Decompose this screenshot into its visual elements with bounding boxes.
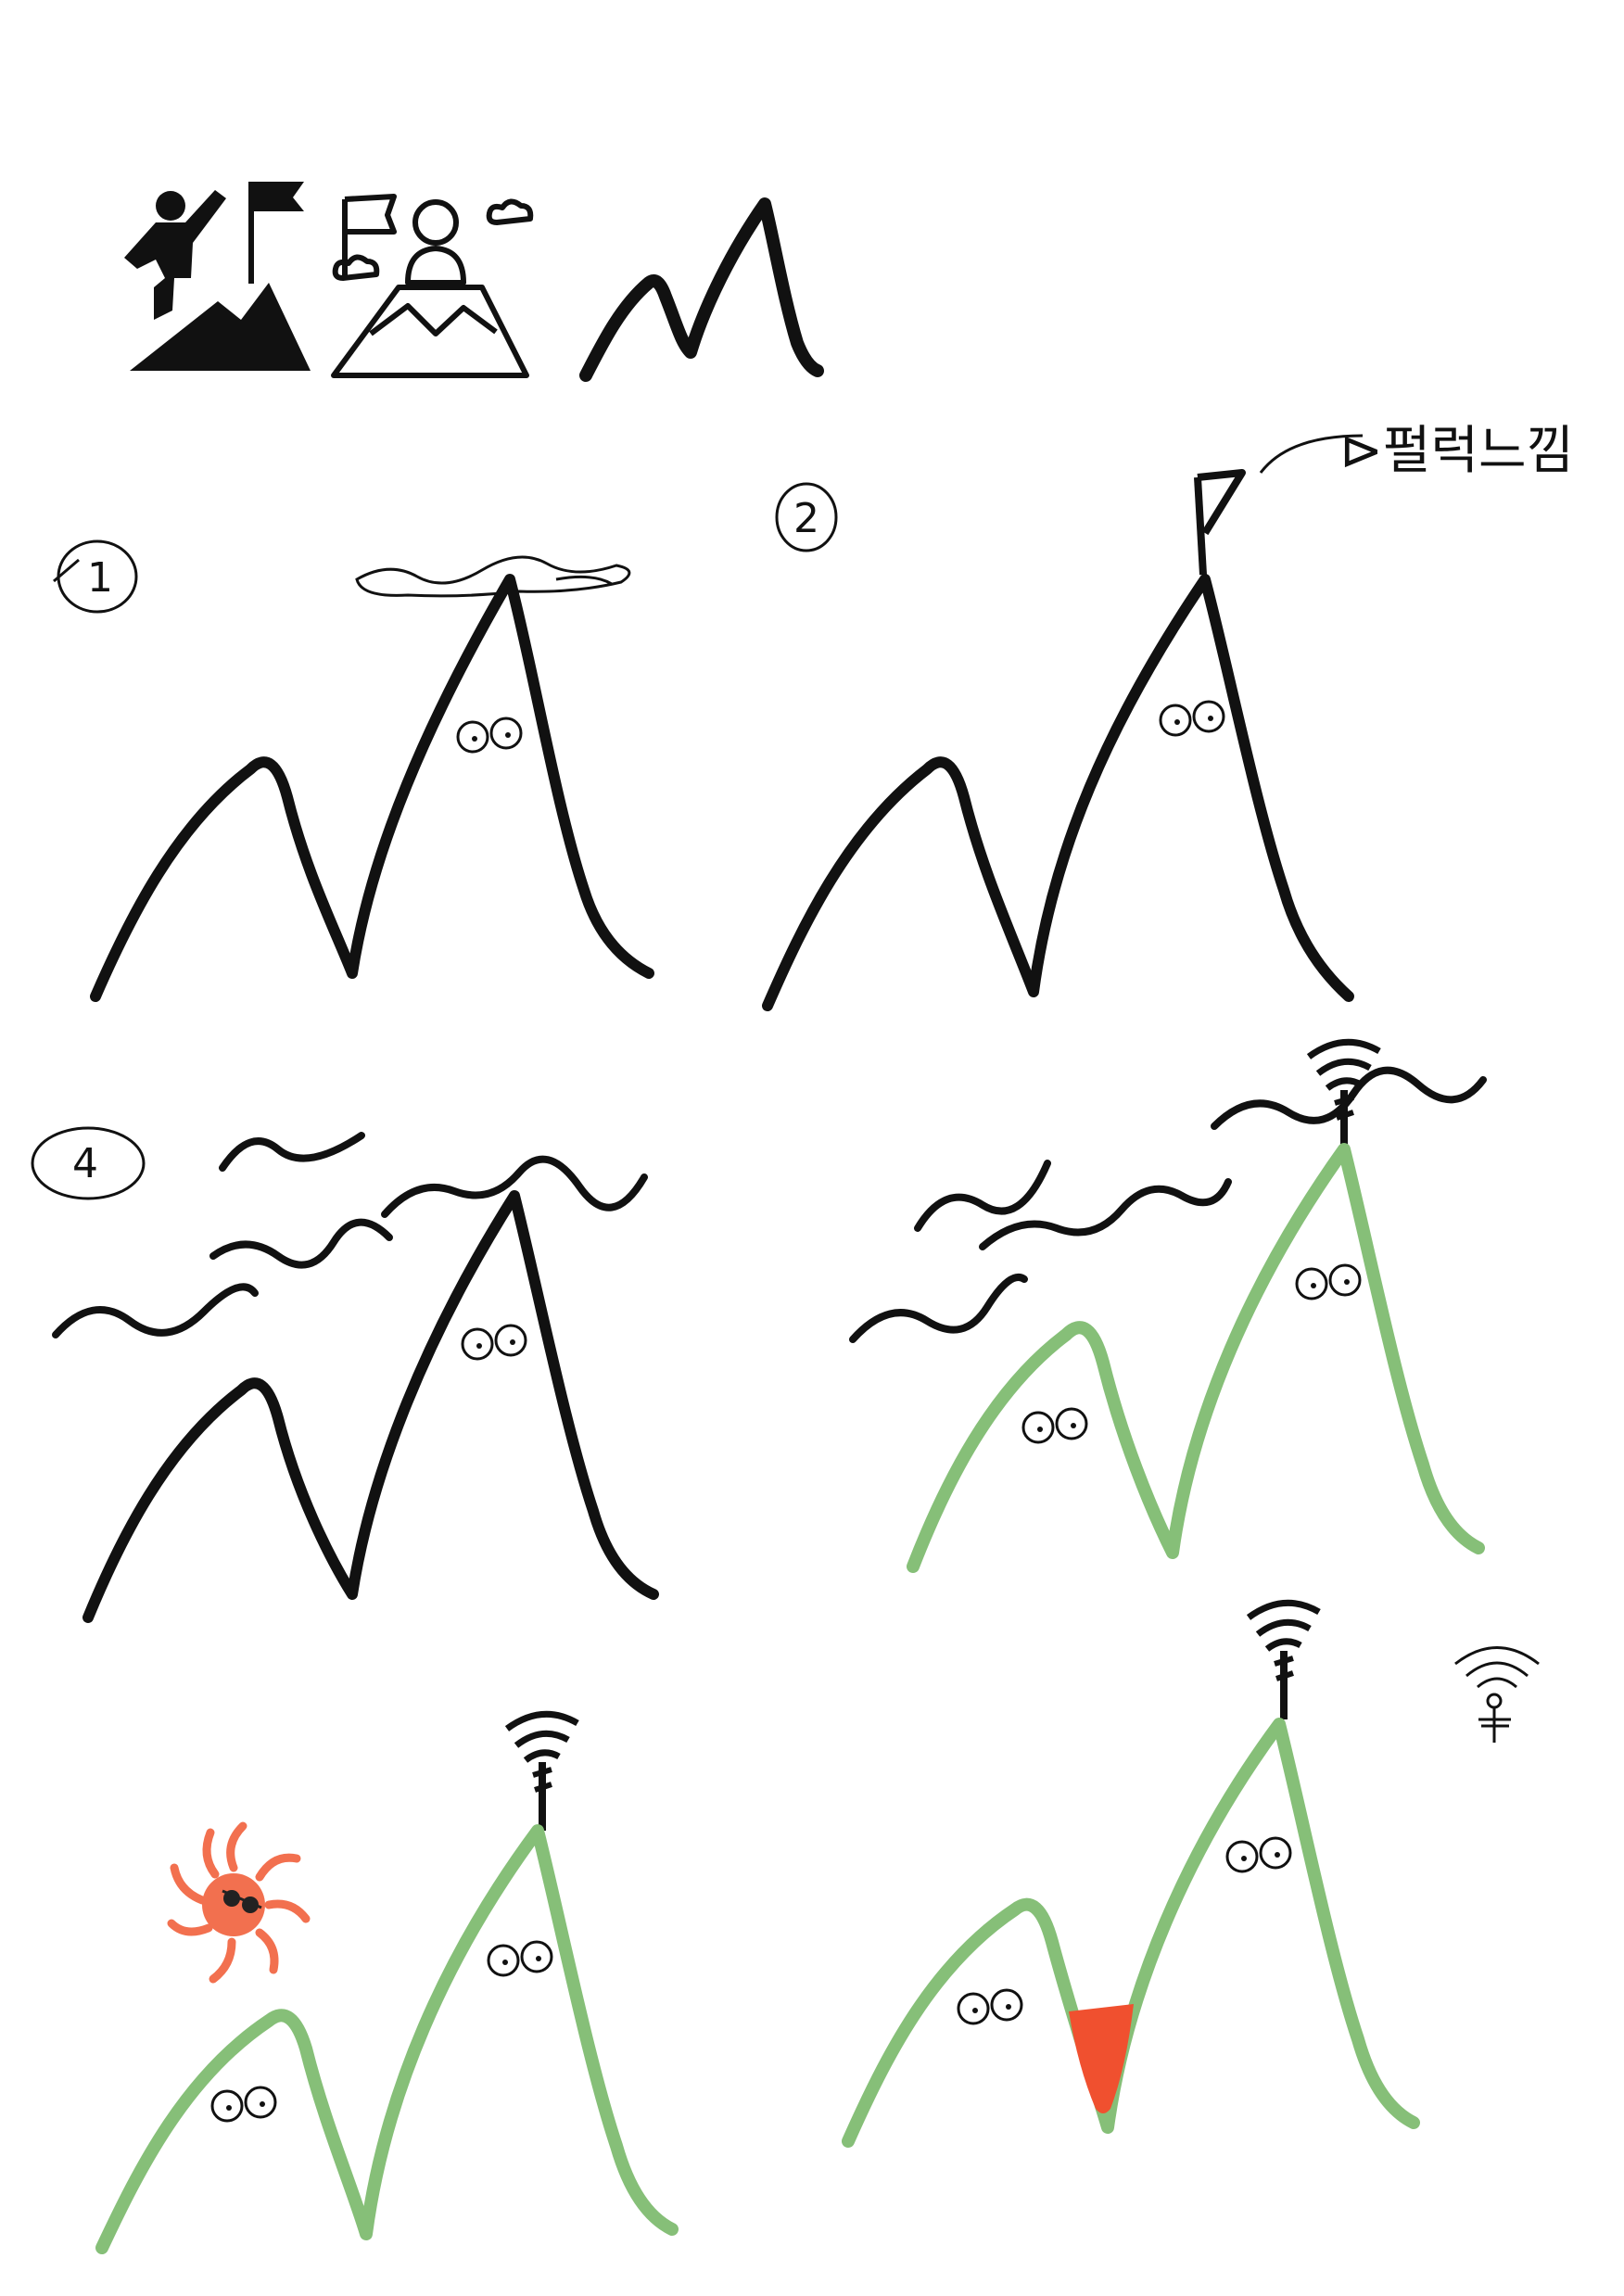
eyes-icon (456, 717, 523, 754)
number-badge: 2 (775, 482, 838, 552)
number-badge: 4 (31, 1126, 146, 1200)
antenna-icon (1309, 1042, 1379, 1159)
flag-icon (1194, 469, 1246, 576)
sketch-green-cone (842, 1603, 1540, 2148)
sun-with-sunglasses-icon (167, 1821, 311, 1984)
eyes-icon (1159, 700, 1225, 737)
antenna-icon (507, 1714, 577, 1831)
sketch-number: 1 (87, 554, 113, 602)
sketch-number: 2 (793, 495, 819, 542)
flag-note: ⊳펄럭느낌 (1339, 421, 1574, 481)
sketch-green-wind (849, 1042, 1487, 1573)
eyes-icon (1021, 1407, 1088, 1444)
person-flag-mountain-icon (331, 194, 534, 378)
eyes-icon (957, 1988, 1023, 2025)
sketch-1: 1 (53, 539, 654, 1002)
traffic-cone-icon (1069, 2004, 1134, 2113)
cloud-icon (355, 555, 631, 598)
eyes-icon (1225, 1836, 1292, 1873)
antenna-icon (1249, 1603, 1319, 1719)
mountain-outline-icon (579, 197, 824, 382)
wind-lines-icon (52, 1132, 648, 1338)
eyes-icon (1295, 1263, 1362, 1300)
sketch-number: 4 (72, 1140, 98, 1187)
wind-lines-icon (849, 1066, 1487, 1343)
climber-summit-icon (124, 182, 311, 371)
eyes-icon (487, 1940, 553, 1977)
number-badge: 1 (53, 539, 138, 614)
eyes-icon (210, 2086, 277, 2123)
signal-symbol-icon (1454, 1646, 1540, 1743)
sketch-4: 4 (31, 1126, 659, 1623)
eyes-icon (461, 1324, 527, 1361)
sketch-2: 2 ⊳펄럭느낌 (762, 421, 1574, 1011)
sketch-green-sun (95, 1714, 679, 2254)
